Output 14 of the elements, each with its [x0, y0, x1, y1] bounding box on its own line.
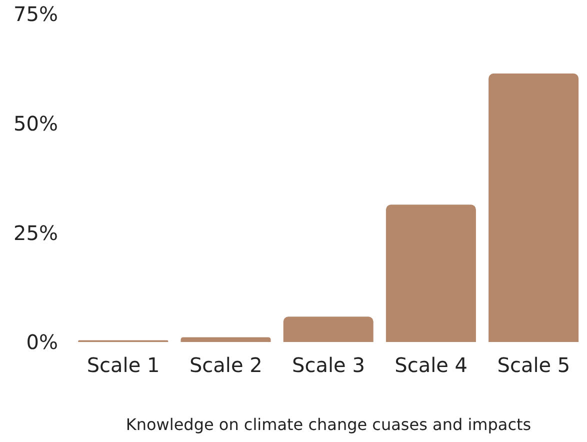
y-tick-label: 25%: [14, 220, 58, 245]
bar: [283, 316, 374, 342]
x-tick-label: Scale 4: [394, 353, 468, 378]
bar: [180, 337, 271, 342]
y-tick-label: 75%: [14, 2, 58, 26]
x-axis-title: Knowledge on climate change cuases and impacts: [126, 415, 532, 434]
x-tick-label: Scale 3: [292, 353, 365, 378]
y-tick-label: 50%: [14, 111, 58, 136]
x-tick-label: Scale 2: [189, 353, 262, 378]
x-tick-label: Scale 5: [497, 353, 570, 378]
bar: [386, 204, 476, 342]
bar: [488, 73, 579, 342]
x-tick-label: Scale 1: [86, 353, 160, 378]
y-tick-label: 0%: [26, 330, 58, 354]
